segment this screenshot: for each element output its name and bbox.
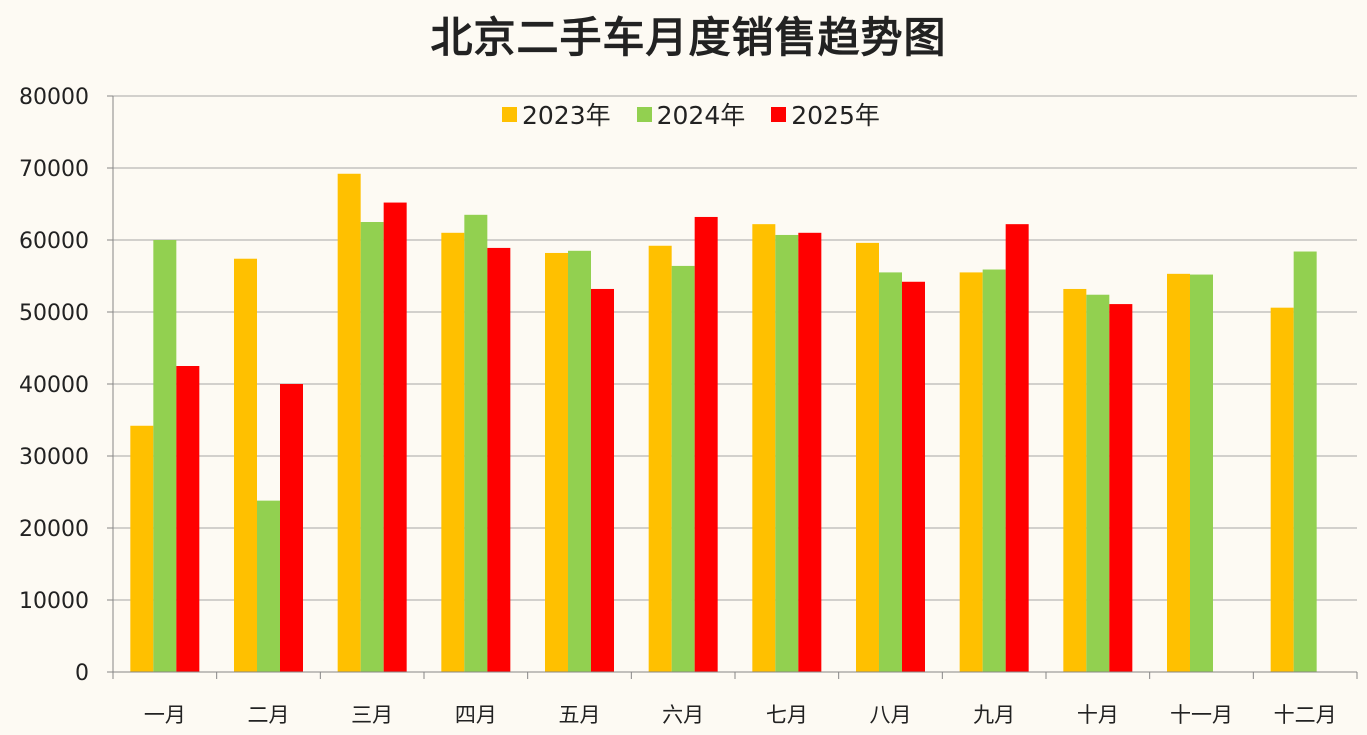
legend-item-2025: 2025年	[771, 96, 880, 132]
bar-2025年-九月	[1005, 224, 1029, 672]
bar-2023年-十二月	[1270, 307, 1294, 672]
y-tick-label: 60000	[19, 229, 89, 254]
y-tick-label: 30000	[19, 445, 89, 470]
legend-swatch-2025	[771, 106, 787, 122]
y-tick-label: 80000	[19, 85, 89, 110]
x-tick-label: 一月	[144, 703, 186, 727]
bar-2024年-五月	[568, 250, 591, 673]
bar-2025年-一月	[176, 366, 200, 672]
x-tick-labels: 一月 二月 三月 四月 五月 六月 七月 八月 九月 十月 十一月 十二月	[144, 703, 1337, 727]
x-tick-label: 十二月	[1274, 703, 1337, 727]
bar-2025年-七月	[798, 232, 822, 673]
x-tick-label: 九月	[973, 703, 1015, 727]
bar-2024年-一月	[153, 240, 177, 672]
bar-2025年-三月	[383, 202, 407, 672]
gridlines	[113, 95, 1357, 601]
y-tick-label: 70000	[19, 157, 89, 182]
bar-2023年-五月	[545, 252, 568, 672]
y-tick-label: 40000	[19, 373, 89, 398]
legend-swatch-2023	[502, 106, 517, 122]
bar-2024年-十月	[1086, 294, 1110, 672]
x-tick-label: 十一月	[1170, 703, 1233, 727]
bar-2025年-八月	[902, 281, 925, 672]
legend-swatch-2024	[636, 106, 652, 122]
bar-2023年-四月	[441, 232, 465, 673]
x-tick-label: 八月	[870, 703, 912, 727]
bar-2023年-九月	[959, 272, 983, 672]
bar-2024年-三月	[360, 222, 384, 672]
x-tick-label: 七月	[766, 703, 808, 727]
bar-2025年-五月	[591, 288, 614, 672]
bar-2024年-八月	[879, 272, 902, 672]
bar-2023年-十一月	[1167, 273, 1190, 672]
bar-2023年-六月	[648, 245, 672, 672]
bar-2025年-十月	[1109, 304, 1133, 672]
bar-2024年-六月	[671, 265, 695, 672]
x-tick-label: 四月	[455, 703, 497, 727]
x-tick-label: 三月	[351, 703, 393, 727]
bar-2024年-四月	[464, 214, 488, 673]
legend-label-2024: 2024年	[656, 101, 746, 130]
legend-item-2024: 2024年	[636, 96, 746, 132]
y-tick-label: 50000	[19, 301, 89, 326]
bar-2025年-四月	[487, 247, 511, 673]
bar-2024年-十二月	[1293, 251, 1317, 672]
bar-2024年-二月	[257, 500, 280, 672]
y-tick-label: 20000	[19, 517, 89, 542]
chart-legend: 2023年 2024年 2025年	[502, 96, 906, 132]
bar-2024年-十一月	[1190, 274, 1213, 672]
y-tick-label: 0	[75, 661, 89, 686]
bar-2023年-三月	[337, 173, 361, 672]
chart-title: 北京二手车月度销售趋势图	[430, 13, 947, 62]
bar-2024年-九月	[982, 269, 1006, 672]
bar-2023年-二月	[234, 258, 257, 672]
axes	[107, 95, 1358, 679]
bar-2023年-七月	[752, 224, 776, 672]
legend-label-2025: 2025年	[791, 101, 880, 130]
x-tick-label: 二月	[248, 703, 290, 727]
bar-2023年-一月	[130, 425, 154, 672]
y-tick-label: 10000	[19, 589, 89, 614]
bar-2025年-六月	[694, 216, 718, 672]
x-tick-label: 五月	[559, 703, 601, 727]
bar-2025年-二月	[280, 384, 303, 672]
legend-label-2023: 2023年	[522, 101, 611, 130]
bar-2023年-八月	[856, 242, 879, 672]
x-tick-label: 十月	[1077, 703, 1119, 727]
bar-2024年-七月	[775, 234, 799, 672]
x-tick-label: 六月	[662, 703, 704, 727]
bar-2023年-十月	[1063, 288, 1087, 672]
legend-item-2023: 2023年	[502, 96, 611, 132]
y-tick-labels: 0 10000 20000 30000 40000 50000 60000 70000 8000…	[19, 85, 89, 686]
bars	[130, 173, 1317, 673]
